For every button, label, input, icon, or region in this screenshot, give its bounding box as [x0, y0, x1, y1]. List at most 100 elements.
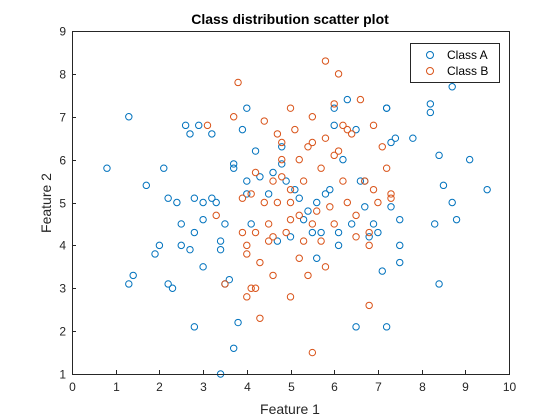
series-class-b	[203, 57, 395, 357]
data-point	[304, 143, 312, 151]
data-point	[361, 177, 369, 185]
data-point	[155, 241, 164, 250]
legend: Class A Class B	[410, 43, 500, 83]
y-tick-label: 7	[59, 111, 66, 125]
data-point	[286, 215, 295, 224]
data-point	[356, 95, 365, 104]
legend-box	[410, 43, 500, 83]
data-point	[269, 233, 277, 241]
data-point	[273, 237, 282, 245]
x-tick-label: 9	[462, 380, 469, 394]
data-point	[243, 104, 251, 112]
data-point	[229, 164, 238, 172]
data-point	[216, 245, 225, 254]
legend-marker-class-a	[426, 51, 434, 59]
data-point	[177, 220, 185, 228]
data-point	[317, 237, 325, 245]
data-point	[374, 198, 382, 207]
data-point	[299, 237, 308, 245]
data-point	[269, 271, 277, 280]
data-point	[286, 293, 295, 301]
data-point	[330, 104, 338, 112]
data-point	[286, 198, 295, 207]
x-tick-label: 4	[244, 380, 251, 394]
data-point	[365, 233, 373, 241]
data-point	[304, 271, 312, 280]
data-point	[168, 284, 177, 292]
data-point	[234, 78, 242, 87]
y-tick-label: 3	[59, 282, 66, 296]
data-point	[369, 185, 378, 194]
data-point	[273, 130, 282, 138]
data-point	[321, 190, 330, 198]
data-point	[199, 198, 207, 207]
x-tick-label: 6	[331, 380, 338, 394]
data-point	[308, 220, 317, 228]
data-point	[304, 207, 312, 215]
data-point	[396, 241, 404, 250]
data-point	[238, 194, 247, 202]
data-point	[278, 173, 286, 181]
data-point	[286, 185, 295, 194]
data-point	[330, 121, 338, 130]
data-point	[334, 70, 343, 78]
y-tick-label: 5	[59, 197, 66, 211]
data-point	[243, 293, 251, 301]
data-point	[465, 155, 474, 164]
data-point	[243, 250, 251, 258]
data-point	[291, 125, 299, 134]
data-point	[361, 203, 369, 211]
data-point	[299, 177, 308, 185]
data-point	[199, 263, 207, 271]
data-point	[286, 233, 295, 241]
data-point	[243, 190, 251, 198]
x-axis-label: Feature 1	[260, 401, 320, 417]
data-point	[382, 323, 391, 331]
y-tick-label: 4	[59, 239, 66, 253]
data-point	[264, 190, 273, 198]
data-point	[160, 164, 168, 172]
data-point	[387, 138, 395, 147]
data-point	[378, 267, 386, 275]
data-point	[225, 275, 234, 284]
data-point	[164, 194, 172, 202]
data-point	[190, 323, 199, 331]
data-point	[396, 258, 404, 267]
data-point	[264, 237, 273, 245]
data-point	[216, 237, 225, 245]
y-tick-label: 8	[59, 68, 66, 82]
data-point	[260, 117, 268, 125]
data-point	[247, 284, 255, 292]
data-point	[334, 228, 343, 237]
data-point	[142, 181, 150, 190]
data-point	[483, 185, 491, 194]
data-point	[317, 228, 325, 237]
data-point	[347, 220, 356, 228]
data-point	[426, 100, 435, 108]
data-point	[343, 95, 352, 104]
data-point	[387, 194, 395, 202]
data-point	[247, 190, 255, 198]
data-point	[125, 280, 133, 288]
data-point	[256, 314, 264, 322]
data-point	[378, 143, 386, 151]
data-point	[251, 284, 260, 292]
data-point	[326, 185, 334, 194]
data-point	[448, 83, 456, 91]
data-point	[374, 228, 382, 237]
data-point	[212, 198, 220, 207]
data-point	[278, 155, 286, 164]
data-point	[173, 198, 181, 207]
data-point	[195, 121, 203, 130]
data-point	[286, 104, 295, 112]
data-point	[369, 220, 378, 228]
data-point	[313, 198, 321, 207]
data-point	[308, 348, 317, 357]
data-point	[409, 134, 417, 142]
data-point	[352, 323, 360, 331]
data-point	[291, 185, 299, 194]
data-point	[339, 121, 347, 130]
data-point	[321, 57, 330, 65]
data-point	[278, 138, 286, 147]
